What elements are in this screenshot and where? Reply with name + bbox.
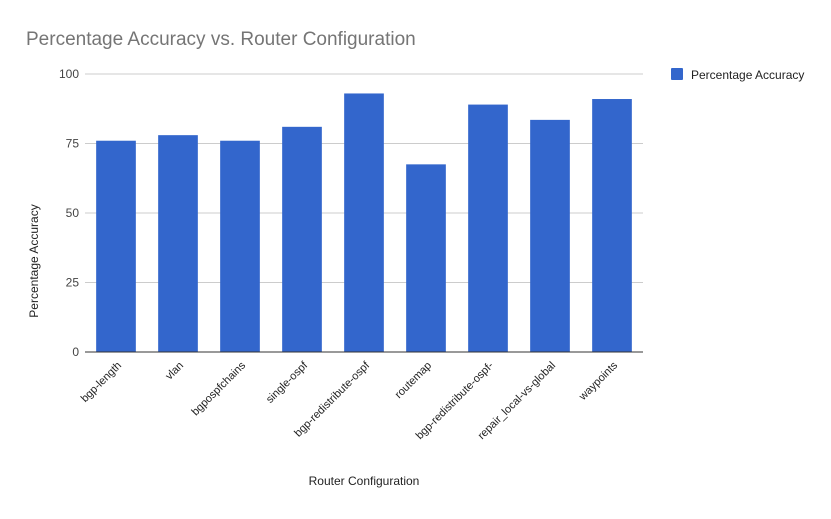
x-tick-label: waypoints — [576, 359, 620, 403]
y-tick-labels: 0 25 50 75 100 — [59, 67, 79, 359]
legend: Percentage Accuracy — [671, 68, 804, 82]
bar-bgp-redistribute-ospf — [344, 93, 384, 353]
y-tick-label: 25 — [66, 276, 80, 290]
x-tick-label: bgpospfchains — [189, 359, 248, 418]
x-tick-label: bgp-length — [79, 360, 124, 405]
chart-title: Percentage Accuracy vs. Router Configura… — [26, 29, 416, 50]
legend-swatch — [671, 68, 683, 80]
bar-bgp-redistribute-ospf- — [468, 104, 508, 352]
bar-vlan — [158, 135, 198, 352]
y-axis-title: Percentage Accuracy — [27, 204, 41, 317]
bar-repair_local-vs-global — [530, 119, 570, 353]
x-tick-label: routemap — [393, 360, 434, 401]
y-tick-label: 0 — [72, 345, 79, 359]
x-tick-labels: bgp-length vlan bgpospfchains single-ospfbg… — [79, 359, 621, 442]
y-tick-label: 75 — [66, 137, 80, 151]
bar-bgpospfchains — [220, 140, 260, 352]
bars — [96, 93, 632, 353]
bar-routemap — [406, 164, 446, 352]
bar-waypoints — [592, 99, 632, 353]
bar-single-ospf — [282, 126, 322, 352]
legend-label: Percentage Accuracy — [691, 68, 804, 82]
y-tick-label: 50 — [66, 206, 80, 220]
bar-bgp-length — [96, 140, 136, 352]
x-axis-title: Router Configuration — [309, 474, 420, 488]
y-tick-label: 100 — [59, 67, 79, 81]
x-tick-label: single-ospf — [264, 359, 311, 406]
x-tick-label: vlan — [163, 360, 186, 383]
